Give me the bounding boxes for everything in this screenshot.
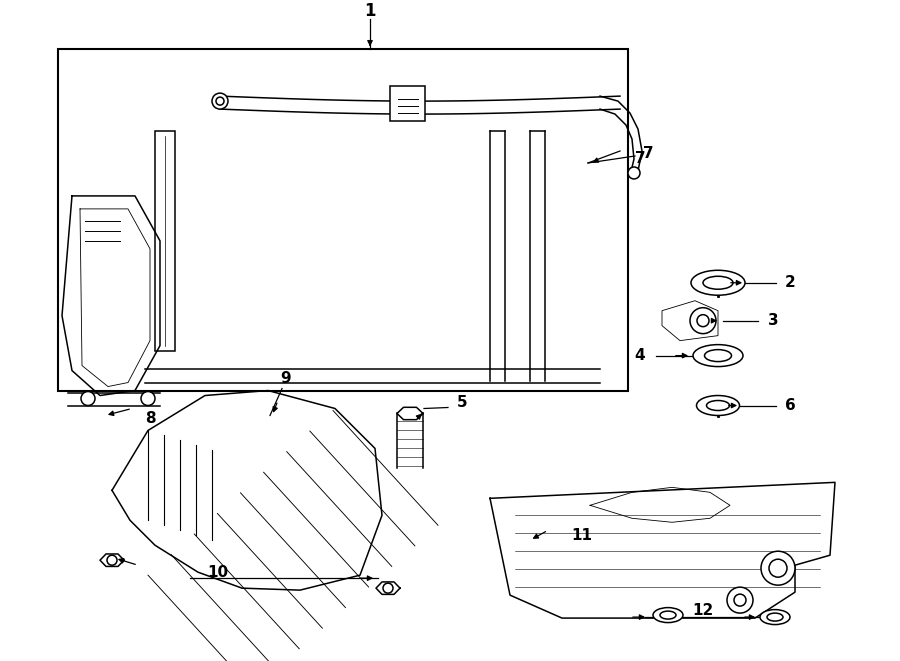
Circle shape bbox=[216, 97, 224, 105]
Text: 7: 7 bbox=[643, 145, 653, 161]
Circle shape bbox=[141, 391, 155, 405]
Polygon shape bbox=[390, 86, 425, 121]
Circle shape bbox=[107, 555, 117, 565]
Ellipse shape bbox=[703, 276, 733, 290]
Text: 8: 8 bbox=[145, 411, 156, 426]
Ellipse shape bbox=[660, 611, 676, 619]
Text: 9: 9 bbox=[281, 371, 292, 386]
Ellipse shape bbox=[691, 270, 745, 295]
Circle shape bbox=[697, 315, 709, 327]
Text: 5: 5 bbox=[456, 395, 467, 410]
Ellipse shape bbox=[767, 613, 783, 621]
Text: 12: 12 bbox=[692, 603, 714, 617]
Ellipse shape bbox=[760, 609, 790, 625]
Text: 1: 1 bbox=[364, 2, 376, 20]
Circle shape bbox=[690, 308, 716, 334]
Circle shape bbox=[727, 587, 753, 613]
Ellipse shape bbox=[653, 607, 683, 623]
Ellipse shape bbox=[693, 344, 743, 367]
Circle shape bbox=[734, 594, 746, 606]
Ellipse shape bbox=[705, 350, 732, 362]
Text: 11: 11 bbox=[572, 527, 592, 543]
Circle shape bbox=[383, 583, 393, 593]
Circle shape bbox=[81, 391, 95, 405]
Ellipse shape bbox=[706, 401, 730, 410]
Circle shape bbox=[628, 167, 640, 179]
Text: 3: 3 bbox=[768, 313, 778, 328]
Bar bbox=[58, 49, 628, 391]
Text: 7: 7 bbox=[634, 151, 645, 167]
Text: 10: 10 bbox=[207, 564, 229, 580]
Polygon shape bbox=[662, 301, 718, 340]
Polygon shape bbox=[155, 131, 175, 350]
Ellipse shape bbox=[697, 395, 740, 416]
Circle shape bbox=[769, 559, 787, 577]
Circle shape bbox=[761, 551, 795, 585]
Circle shape bbox=[212, 93, 228, 109]
Text: 2: 2 bbox=[785, 275, 796, 290]
Text: 6: 6 bbox=[785, 398, 796, 413]
Text: 4: 4 bbox=[634, 348, 645, 363]
